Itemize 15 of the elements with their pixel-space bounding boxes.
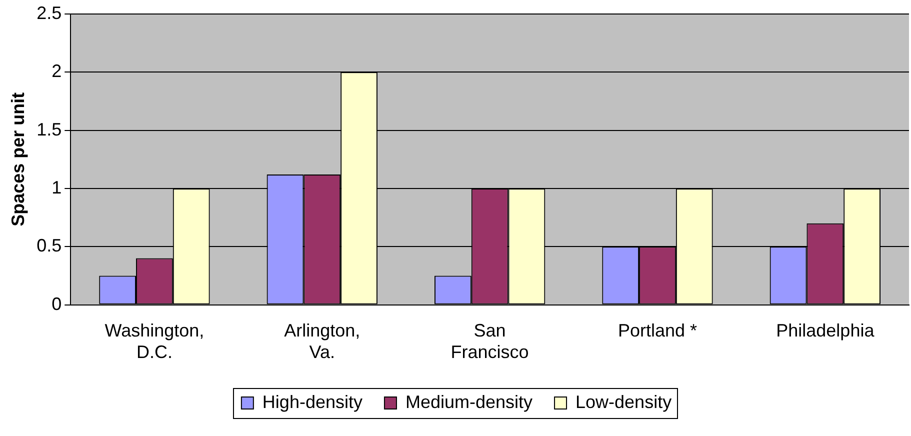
y-tick-label: 2.5 xyxy=(36,2,62,23)
x-tick-label: Washington, D.C. xyxy=(104,320,204,362)
x-tick-label: San Francisco xyxy=(450,320,529,362)
y-tick-label: 0.5 xyxy=(36,236,62,256)
x-tick-label: Philadelphia xyxy=(776,320,876,341)
y-tick-label: 1 xyxy=(52,177,62,198)
y-tick-label: 1.5 xyxy=(36,119,62,140)
x-tick-label: Arlington, Va. xyxy=(284,320,360,362)
legend-label: Medium-density xyxy=(405,392,533,412)
x-tick-label: Portland * xyxy=(618,320,698,341)
y-axis-title: Spaces per unit xyxy=(8,92,28,226)
y-tick-label: 2 xyxy=(52,61,62,82)
legend-label: Low-density xyxy=(576,392,672,412)
y-tick-label: 0 xyxy=(52,294,62,314)
legend-label: High-density xyxy=(262,392,362,412)
